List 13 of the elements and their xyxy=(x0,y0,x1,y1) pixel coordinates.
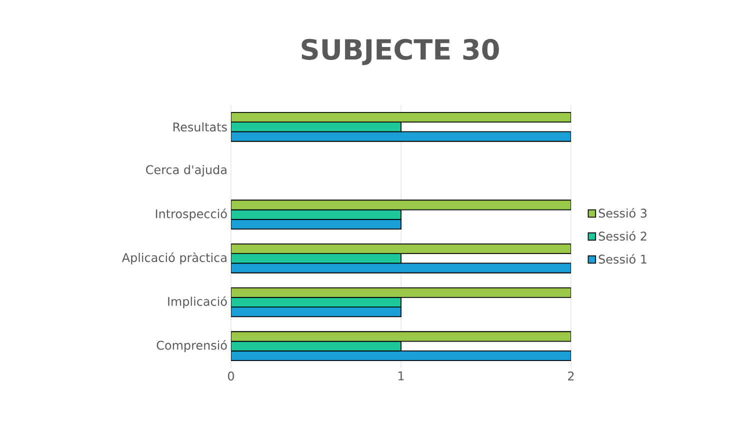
y-tick-label: Comprensió xyxy=(156,340,227,352)
y-tick-label: Cerca d'ajuda xyxy=(146,164,226,177)
legend-label: Sessió 3 xyxy=(598,208,647,218)
y-tick-label: Introspecció xyxy=(156,208,227,221)
x-tick-label: 1 xyxy=(398,372,404,380)
x-tick-label: 2 xyxy=(568,372,574,380)
x-tick-label: 0 xyxy=(228,372,234,381)
chart-title: SUBJECTE 30 xyxy=(302,38,499,66)
y-tick-label: Resultats xyxy=(173,122,227,132)
y-tick-label: Implicació xyxy=(168,296,227,308)
legend-label: Sessió 2 xyxy=(598,230,646,241)
y-tick-label: Aplicació pràctica xyxy=(122,252,226,264)
legend-label: Sessió 1 xyxy=(598,254,646,264)
